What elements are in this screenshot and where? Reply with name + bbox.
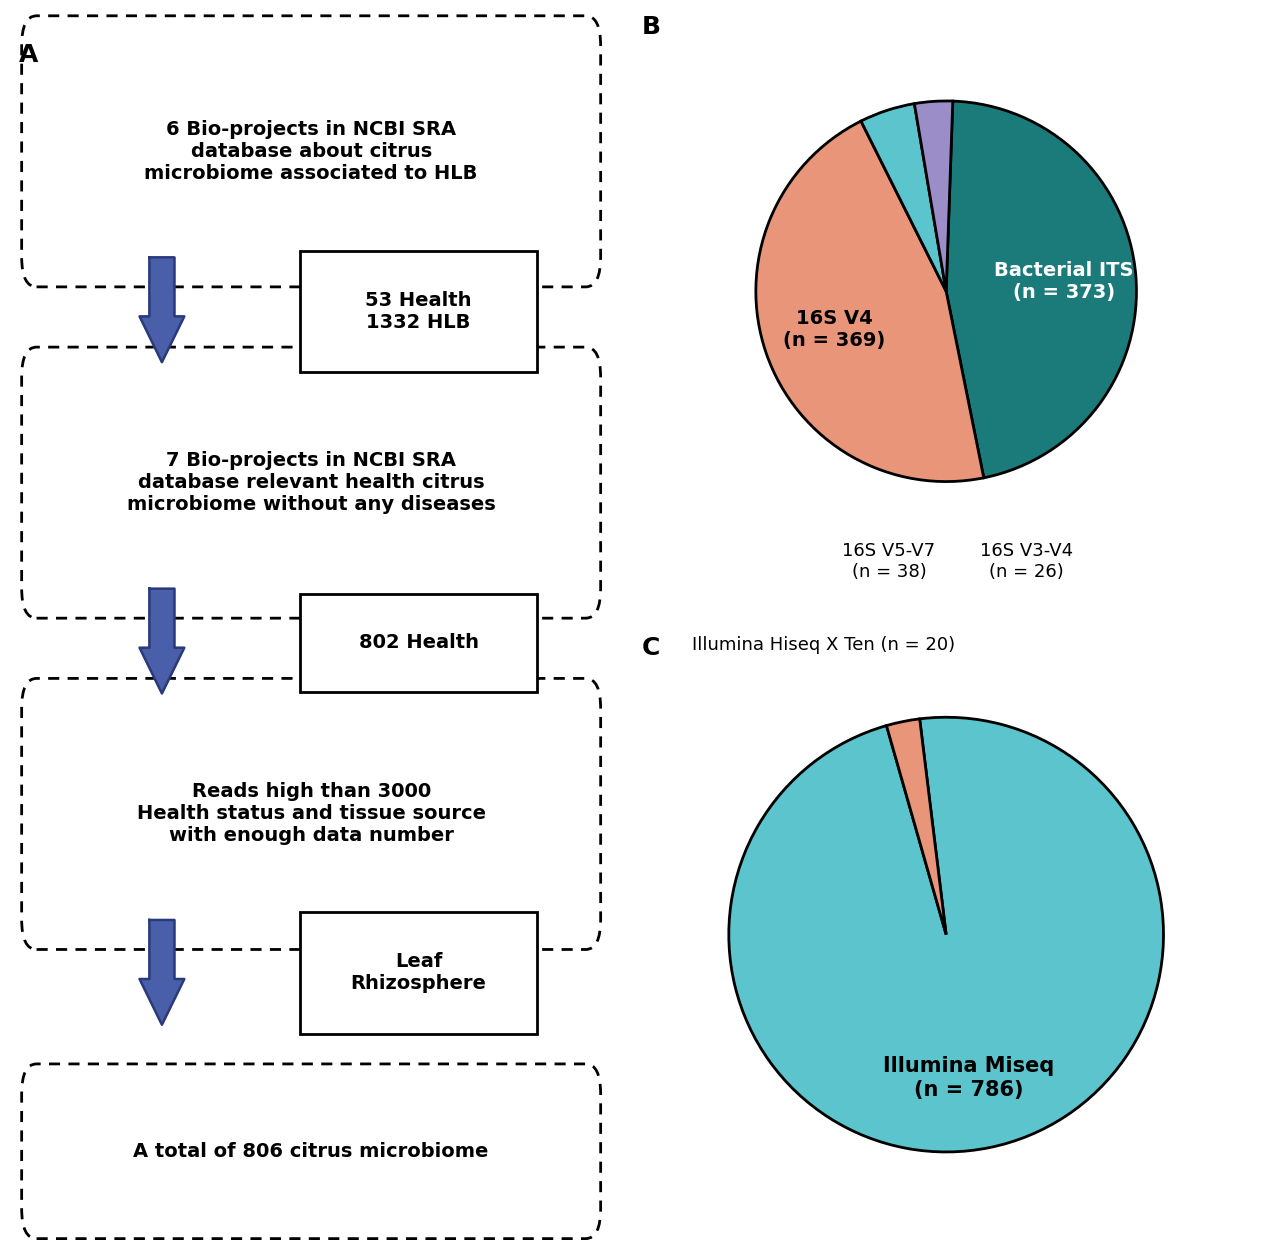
Text: A total of 806 citrus microbiome: A total of 806 citrus microbiome (133, 1141, 489, 1161)
Text: 7 Bio-projects in NCBI SRA
database relevant health citrus
microbiome without an: 7 Bio-projects in NCBI SRA database rele… (127, 451, 495, 514)
Text: Illumina Hiseq X Ten (n = 20): Illumina Hiseq X Ten (n = 20) (692, 636, 955, 653)
Polygon shape (140, 589, 184, 693)
Text: Illumina Miseq
(n = 786): Illumina Miseq (n = 786) (883, 1057, 1054, 1099)
FancyBboxPatch shape (22, 1064, 601, 1238)
Wedge shape (861, 103, 946, 292)
Text: B: B (641, 15, 660, 39)
Text: 16S V5-V7
(n = 38): 16S V5-V7 (n = 38) (842, 543, 936, 581)
Text: 53 Health
1332 HLB: 53 Health 1332 HLB (366, 291, 472, 332)
FancyBboxPatch shape (301, 251, 537, 373)
Text: C: C (641, 636, 659, 660)
Wedge shape (729, 718, 1163, 1151)
FancyBboxPatch shape (22, 347, 601, 619)
Text: 6 Bio-projects in NCBI SRA
database about citrus
microbiome associated to HLB: 6 Bio-projects in NCBI SRA database abou… (145, 119, 478, 183)
Text: Leaf
Rhizosphere: Leaf Rhizosphere (351, 953, 486, 994)
Text: Reads high than 3000
Health status and tissue source
with enough data number: Reads high than 3000 Health status and t… (137, 782, 485, 846)
Text: 16S V4
(n = 369): 16S V4 (n = 369) (784, 309, 885, 350)
FancyBboxPatch shape (22, 16, 601, 287)
Text: 802 Health: 802 Health (358, 633, 479, 652)
Text: Bacterial ITS
(n = 373): Bacterial ITS (n = 373) (994, 261, 1134, 302)
FancyBboxPatch shape (301, 594, 537, 692)
Text: A: A (19, 43, 38, 67)
Polygon shape (140, 920, 184, 1025)
Wedge shape (946, 101, 1137, 478)
Text: 16S V3-V4
(n = 26): 16S V3-V4 (n = 26) (979, 543, 1073, 581)
Wedge shape (886, 719, 946, 934)
FancyBboxPatch shape (22, 678, 601, 949)
FancyBboxPatch shape (301, 912, 537, 1033)
Wedge shape (914, 101, 952, 292)
Wedge shape (756, 120, 984, 482)
Polygon shape (140, 257, 184, 363)
